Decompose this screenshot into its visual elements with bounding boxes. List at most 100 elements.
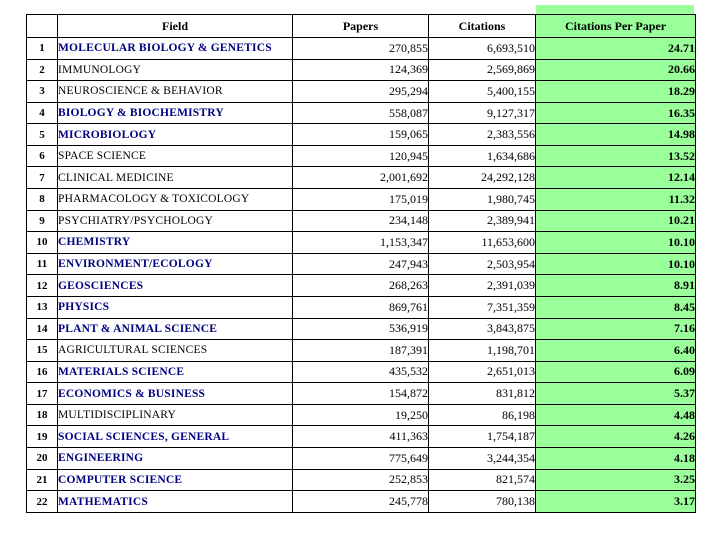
table-row: 3 NEUROSCIENCE & BEHAVIOR 295,294 5,400,155… (26, 80, 696, 103)
cell-rank: 14 (26, 317, 58, 341)
cell-rank: 11 (26, 252, 58, 276)
cell-rank: 17 (26, 382, 58, 405)
cell-field: IMMUNOLOGY (57, 58, 293, 82)
cell-papers: 124,369 (292, 58, 429, 82)
cell-field: PSYCHIATRY/PSYCHOLOGY (57, 209, 293, 233)
table-body: 1 MOLECULAR BIOLOGY & GENETICS 270,855 6,69… (26, 37, 696, 513)
column-header-rank (26, 14, 58, 38)
cell-field: AGRICULTURAL SCIENCES (57, 339, 293, 362)
cell-citations: 2,569,869 (428, 58, 536, 82)
table-row: 8 PHARMACOLOGY & TOXICOLOGY 175,019 1,980,7… (26, 188, 696, 211)
cell-citations-per-paper: 4.26 (535, 425, 696, 448)
cell-citations-per-paper: 14.98 (535, 123, 696, 146)
cell-citations: 5,400,155 (428, 80, 536, 103)
column-header-citations: Citations (428, 14, 536, 38)
cell-papers: 252,853 (292, 468, 429, 492)
cell-field: PHARMACOLOGY & TOXICOLOGY (57, 188, 293, 211)
cell-papers: 869,761 (292, 295, 429, 319)
cell-papers: 175,019 (292, 188, 429, 211)
cell-papers: 775,649 (292, 446, 429, 470)
cell-field: ENVIRONMENT/ECOLOGY (57, 252, 293, 276)
cell-rank: 8 (26, 188, 58, 211)
cell-citations: 780,138 (428, 490, 536, 513)
cell-field: ECONOMICS & BUSINESS (57, 382, 293, 405)
cell-field: MICROBIOLOGY (57, 123, 293, 146)
cell-papers: 2,001,692 (292, 166, 429, 190)
cell-citations-per-paper: 6.09 (535, 360, 696, 384)
cell-citations: 1,980,745 (428, 188, 536, 211)
cell-citations-per-paper: 8.45 (535, 295, 696, 319)
cell-citations: 2,389,941 (428, 209, 536, 233)
table-row: 12 GEOSCIENCES 268,263 2,391,039 8.91 (26, 274, 696, 297)
cell-rank: 10 (26, 231, 58, 254)
cell-papers: 270,855 (292, 37, 429, 60)
cell-citations: 9,127,317 (428, 101, 536, 125)
cell-field: PLANT & ANIMAL SCIENCE (57, 317, 293, 341)
cell-papers: 411,363 (292, 425, 429, 448)
cell-citations: 2,383,556 (428, 123, 536, 146)
cell-citations: 11,653,600 (428, 231, 536, 254)
cell-field: MATHEMATICS (57, 490, 293, 513)
cell-papers: 268,263 (292, 274, 429, 297)
cell-field: PHYSICS (57, 295, 293, 319)
table-row: 21 COMPUTER SCIENCE 252,853 821,574 3.25 (26, 468, 696, 492)
cell-papers: 120,945 (292, 144, 429, 168)
cell-field: CLINICAL MEDICINE (57, 166, 293, 190)
cell-citations-per-paper: 4.48 (535, 403, 696, 427)
table-row: 17 ECONOMICS & BUSINESS 154,872 831,812 5.37 (26, 382, 696, 405)
cell-citations: 86,198 (428, 403, 536, 427)
cell-citations-per-paper: 8.91 (535, 274, 696, 297)
cell-field: ENGINEERING (57, 446, 293, 470)
cell-citations: 1,198,701 (428, 339, 536, 362)
cell-citations-per-paper: 11.32 (535, 188, 696, 211)
cell-citations: 6,693,510 (428, 37, 536, 60)
cell-citations: 3,244,354 (428, 446, 536, 470)
cell-rank: 22 (26, 490, 58, 513)
table-row: 4 BIOLOGY & BIOCHEMISTRY 558,087 9,127,317 1… (26, 101, 696, 125)
table-row: 14 PLANT & ANIMAL SCIENCE 536,919 3,843,875… (26, 317, 696, 341)
table-row: 5 MICROBIOLOGY 159,065 2,383,556 14.98 (26, 123, 696, 146)
table-row: 2 IMMUNOLOGY 124,369 2,569,869 20.66 (26, 58, 696, 82)
column-header-citations-per-paper: Citations Per Paper (535, 14, 696, 38)
table-row: 11 ENVIRONMENT/ECOLOGY 247,943 2,503,954 10.… (26, 252, 696, 276)
cell-citations-per-paper: 18.29 (535, 80, 696, 103)
cell-rank: 3 (26, 80, 58, 103)
cell-papers: 558,087 (292, 101, 429, 125)
cell-field: MULTIDISCIPLINARY (57, 403, 293, 427)
cell-field: CHEMISTRY (57, 231, 293, 254)
cell-rank: 7 (26, 166, 58, 190)
cell-field: BIOLOGY & BIOCHEMISTRY (57, 101, 293, 125)
table-row: 13 PHYSICS 869,761 7,351,359 8.45 (26, 295, 696, 319)
cell-rank: 4 (26, 101, 58, 125)
table-row: 7 CLINICAL MEDICINE 2,001,692 24,292,128 12.… (26, 166, 696, 190)
cell-citations: 1,754,187 (428, 425, 536, 448)
cell-papers: 19,250 (292, 403, 429, 427)
header-row: Field Papers Citations Citations Per Pap… (26, 14, 696, 38)
cell-papers: 435,532 (292, 360, 429, 384)
cell-citations-per-paper: 12.14 (535, 166, 696, 190)
cell-rank: 21 (26, 468, 58, 492)
cell-field: GEOSCIENCES (57, 274, 293, 297)
cell-citations: 7,351,359 (428, 295, 536, 319)
cell-rank: 15 (26, 339, 58, 362)
cell-papers: 247,943 (292, 252, 429, 276)
cell-citations: 3,843,875 (428, 317, 536, 341)
citations-by-field-table: Field Papers Citations Citations Per Pap… (26, 14, 696, 513)
cell-citations-per-paper: 6.40 (535, 339, 696, 362)
table-row: 16 MATERIALS SCIENCE 435,532 2,651,013 6.09 (26, 360, 696, 384)
cell-papers: 536,919 (292, 317, 429, 341)
cell-rank: 18 (26, 403, 58, 427)
cell-citations-per-paper: 16.35 (535, 101, 696, 125)
cell-field: SPACE SCIENCE (57, 144, 293, 168)
table-row: 6 SPACE SCIENCE 120,945 1,634,686 13.52 (26, 144, 696, 168)
cell-rank: 5 (26, 123, 58, 146)
cell-field: MATERIALS SCIENCE (57, 360, 293, 384)
table-row: 18 MULTIDISCIPLINARY 19,250 86,198 4.48 (26, 403, 696, 427)
table-row: 22 MATHEMATICS 245,778 780,138 3.17 (26, 490, 696, 513)
cell-citations: 1,634,686 (428, 144, 536, 168)
cell-rank: 2 (26, 58, 58, 82)
cell-rank: 20 (26, 446, 58, 470)
cell-rank: 9 (26, 209, 58, 233)
cell-citations-per-paper: 3.25 (535, 468, 696, 492)
cell-citations: 2,391,039 (428, 274, 536, 297)
